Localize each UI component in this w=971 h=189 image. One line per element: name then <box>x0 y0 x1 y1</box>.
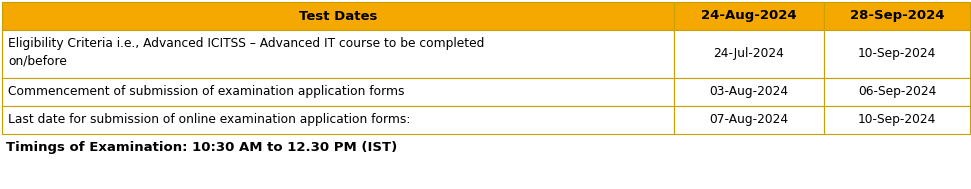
Bar <box>824 30 970 78</box>
Text: 24-Jul-2024: 24-Jul-2024 <box>714 47 785 60</box>
Bar <box>824 78 970 106</box>
Text: 03-Aug-2024: 03-Aug-2024 <box>710 85 788 98</box>
Text: 06-Sep-2024: 06-Sep-2024 <box>857 85 936 98</box>
Text: 28-Sep-2024: 28-Sep-2024 <box>850 9 944 22</box>
Bar <box>2 106 674 134</box>
Text: Test Dates: Test Dates <box>299 9 377 22</box>
Bar <box>674 78 824 106</box>
Text: 10-Sep-2024: 10-Sep-2024 <box>857 114 936 126</box>
Bar <box>2 2 674 30</box>
Text: Commencement of submission of examination application forms: Commencement of submission of examinatio… <box>8 85 405 98</box>
Bar <box>674 2 824 30</box>
Bar <box>674 106 824 134</box>
Text: 24-Aug-2024: 24-Aug-2024 <box>701 9 797 22</box>
Text: Last date for submission of online examination application forms:: Last date for submission of online exami… <box>8 114 411 126</box>
Bar <box>2 30 674 78</box>
Text: Timings of Examination: 10:30 AM to 12.30 PM (IST): Timings of Examination: 10:30 AM to 12.3… <box>6 142 397 154</box>
Bar <box>674 30 824 78</box>
Text: 10-Sep-2024: 10-Sep-2024 <box>857 47 936 60</box>
Bar <box>824 2 970 30</box>
Bar <box>824 106 970 134</box>
Text: 07-Aug-2024: 07-Aug-2024 <box>710 114 788 126</box>
Bar <box>2 78 674 106</box>
Text: Eligibility Criteria i.e., Advanced ICITSS – Advanced IT course to be completed
: Eligibility Criteria i.e., Advanced ICIT… <box>8 37 485 68</box>
